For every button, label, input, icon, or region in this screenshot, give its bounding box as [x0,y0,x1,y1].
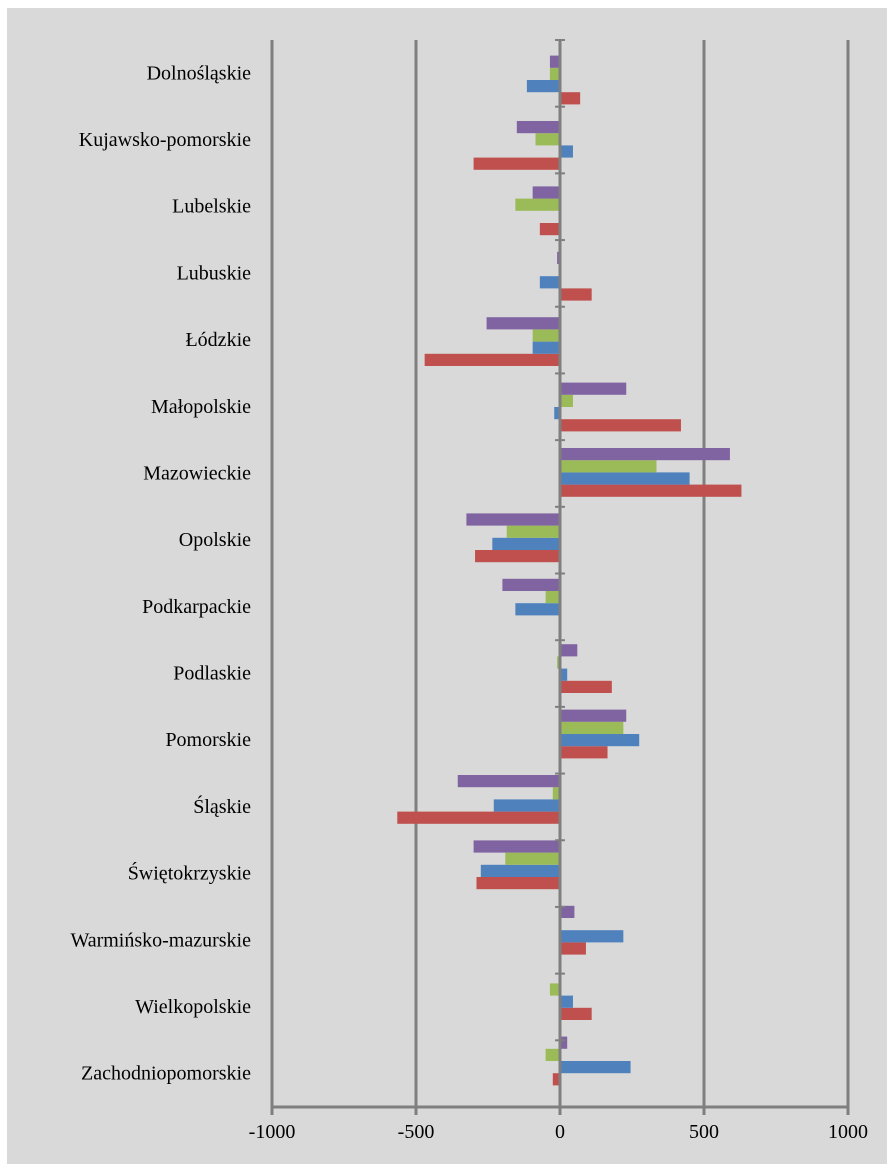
x-tick-label: 0 [555,1121,565,1143]
bar [560,721,624,734]
bar [526,80,560,93]
bar [560,734,640,747]
category-label: Lubelskie [172,196,251,218]
bar [560,644,578,657]
category-labels: Dolnośląskie Kujawsko-pomorskie Lubelskie L… [70,62,251,1084]
bar [549,67,560,80]
x-tick-label: -500 [398,1121,435,1143]
chart-background [7,8,887,1164]
category-label: Zachodniopomorskie [81,1063,251,1085]
bar [560,1061,631,1074]
bar [552,787,560,800]
bar [560,460,657,473]
category-label: Świętokrzyskie [128,861,251,885]
bar [560,680,612,693]
bar [539,276,560,289]
category-label: Opolskie [179,529,251,551]
bar [560,382,627,395]
x-tick-label: 500 [689,1121,719,1143]
bar [560,1036,568,1049]
axes [270,39,850,1115]
x-tick-label: -1000 [249,1121,296,1143]
bar [545,1048,560,1061]
bar [506,525,560,538]
bar [554,407,560,420]
bar [493,799,560,812]
bar [486,317,560,330]
bar [552,1073,560,1086]
bar [560,484,742,497]
bar [535,133,560,146]
bar [560,942,586,955]
category-label: Warmińsko-mazurskie [70,929,251,951]
bar [476,877,560,890]
bar [516,121,560,134]
bar [502,578,560,591]
bar [560,995,573,1008]
bar [397,811,560,824]
bar [560,419,681,432]
bar [560,288,592,301]
bar [505,852,560,865]
bar [549,983,560,996]
bar [560,92,581,105]
x-tick-labels: -1000 -500 0 500 1000 [249,1121,868,1143]
bar [560,668,568,681]
category-label: Wielkopolskie [135,996,251,1018]
bar [545,591,560,604]
category-label: Pomorskie [165,729,251,751]
category-label: Kujawsko-pomorskie [79,129,251,151]
category-label: Lubuskie [177,262,252,284]
category-label: Śląskie [193,794,251,818]
bar [560,930,624,943]
bar-series [397,55,742,1086]
bar [549,55,560,68]
bar [466,513,560,526]
bar [532,186,560,199]
gridlines [270,40,850,1107]
bar [473,840,560,853]
bar [539,223,560,236]
category-label: Mazowieckie [143,462,251,484]
category-label: Podlaskie [173,663,251,685]
bar [560,905,575,918]
bar [560,709,627,722]
bar [475,550,560,563]
bar [532,341,560,354]
bar [560,1007,592,1020]
bar [480,864,560,877]
bar [560,472,690,485]
bar [560,448,730,461]
x-tick-label: 1000 [828,1121,868,1143]
bar [515,198,560,211]
bar [560,746,608,759]
bar [560,145,573,158]
bar [424,353,560,366]
bar [532,329,560,342]
bar [515,603,560,616]
category-label: Podkarpackie [142,596,251,618]
bar [457,775,560,788]
bar [492,537,560,550]
bar [560,394,573,407]
category-label: Małopolskie [151,396,251,418]
bar [473,157,560,170]
category-label: Łódzkie [185,329,251,351]
category-label: Dolnośląskie [147,62,252,84]
